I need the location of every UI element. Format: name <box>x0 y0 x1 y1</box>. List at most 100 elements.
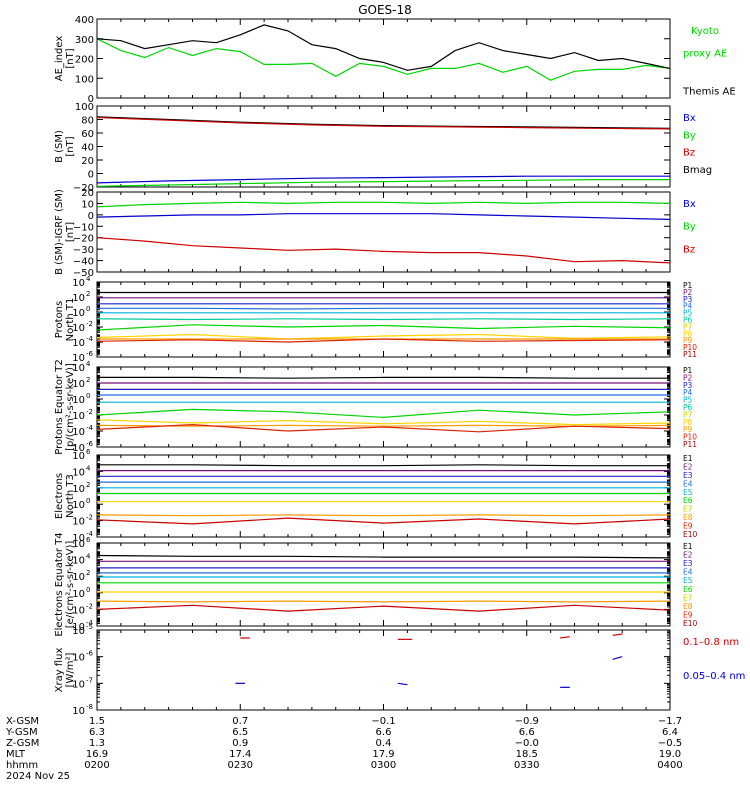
panel-1: 0 100 200 300 400 AE_index[nT] Kyoto proxy AE Th… <box>54 15 736 105</box>
y-tick-label: 10 <box>72 443 85 454</box>
series-segment <box>612 633 623 636</box>
y-tick-label: 10 <box>72 484 85 495</box>
y-tick-label: 10 <box>72 533 85 544</box>
legend-entry: P3 <box>683 381 693 390</box>
footer-tick-value: 6.6 <box>519 727 535 738</box>
y-tick-exponent: -2 <box>86 320 93 328</box>
series-line <box>96 24 671 71</box>
legend-entry: E3 <box>683 471 693 480</box>
legend-entry: P5 <box>683 396 693 405</box>
y-tick-label: 10 <box>72 278 85 289</box>
legend-entry: P11 <box>683 440 697 449</box>
legend-entry: P1 <box>683 281 693 290</box>
y-tick-exponent: -4 <box>86 335 94 343</box>
y-tick-exponent: 4 <box>86 360 91 368</box>
series-line <box>96 517 671 525</box>
y-tick-label: 300 <box>75 35 94 46</box>
y-tick-label: 10 <box>72 467 85 478</box>
y-tick-exponent: 0 <box>86 586 90 594</box>
y-tick-label: 10 <box>72 323 85 334</box>
series-line <box>97 307 670 310</box>
y-tick-exponent: -2 <box>86 602 93 610</box>
y-tick-exponent: -2 <box>86 408 93 416</box>
series-line <box>96 116 671 130</box>
legend-entry: Kyoto <box>691 26 719 37</box>
series-line <box>96 604 671 612</box>
y-tick-label: −40 <box>73 257 94 268</box>
y-tick-label: 10 <box>72 622 85 633</box>
legend-entry: P4 <box>683 388 693 397</box>
y-tick-label: −10 <box>73 222 94 233</box>
y-tick-label: 60 <box>81 129 94 140</box>
y-tick-exponent: -7 <box>86 676 93 684</box>
legend-entry: E8 <box>683 513 693 522</box>
legend-entry: E9 <box>683 522 693 531</box>
y-tick-label: 10 <box>72 427 85 438</box>
legend-entry: E3 <box>683 559 693 568</box>
y-tick-label: 10 <box>72 517 85 528</box>
y-tick-exponent: 6 <box>86 448 91 456</box>
y-tick-label: 10 <box>72 556 85 567</box>
y-tick-exponent: -4 <box>86 619 94 627</box>
y-tick-exponent: 0 <box>86 392 90 400</box>
footer-tick-value: 1.5 <box>89 716 105 727</box>
y-tick-label: 10 <box>72 338 85 349</box>
y-tick-exponent: 0 <box>86 497 90 505</box>
footer-tick-value: 17.9 <box>372 749 394 760</box>
y-tick-exponent: 2 <box>86 290 90 298</box>
legend-entry: P2 <box>683 288 693 297</box>
y-tick-label: 10 <box>72 653 85 664</box>
series-line <box>96 237 671 264</box>
legend-entry: E7 <box>683 593 693 602</box>
footer-tick-value: 0230 <box>228 760 253 771</box>
legend-entry: P9 <box>683 425 693 434</box>
series-line <box>96 554 671 559</box>
legend-entry: Bx <box>683 113 696 124</box>
footer-tick-value: 0300 <box>371 760 396 771</box>
y-axis-label: B (SM)-IGRF (SM)[nT] <box>54 189 76 275</box>
y-tick-label: 10 <box>72 395 85 406</box>
legend-entry: E4 <box>683 479 693 488</box>
footer-tick-value: 19.0 <box>659 749 681 760</box>
y-axis-label: ProtonsNorth T1 <box>54 298 76 342</box>
y-tick-label: 10 <box>72 293 85 304</box>
legend-entry: P8 <box>683 329 693 338</box>
series-segment <box>397 682 408 686</box>
series-line <box>96 213 671 220</box>
footer-tick-value: 0200 <box>84 760 109 771</box>
y-tick-label: 40 <box>81 143 94 154</box>
y-tick-label: 10 <box>72 379 85 390</box>
y-tick-label: 10 <box>72 572 85 583</box>
legend-entry: P10 <box>683 433 697 442</box>
series-line <box>96 408 671 419</box>
footer-tick-value: 1.3 <box>89 738 105 749</box>
y-tick-exponent: -2 <box>86 514 93 522</box>
footer-tick-value: 18.5 <box>516 749 538 760</box>
footer-tick-value: 0.4 <box>376 738 392 749</box>
legend-entry: 0.1–0.8 nm <box>683 637 739 648</box>
y-tick-label: 0 <box>88 170 94 181</box>
footer-tick-value: −0.5 <box>658 738 682 749</box>
footer-tick-value: 0400 <box>657 760 682 771</box>
footer-tick-value: 6.6 <box>376 727 392 738</box>
footer-tick-value: 0330 <box>514 760 539 771</box>
y-tick-label: 10 <box>72 679 85 690</box>
y-tick-exponent: 2 <box>86 569 90 577</box>
y-tick-exponent: -8 <box>86 703 93 711</box>
y-tick-label: 80 <box>81 116 94 127</box>
series-line <box>96 333 671 340</box>
series-segment <box>560 636 570 639</box>
footer-row-label: Z-GSM <box>6 738 39 749</box>
y-tick-exponent: -6 <box>86 650 94 658</box>
legend-entry: E2 <box>683 551 693 560</box>
footer-tick-value: 0.9 <box>232 738 248 749</box>
y-tick-label: 10 <box>72 539 85 550</box>
y-tick-label: 0 <box>88 94 94 105</box>
y-tick-exponent: -4 <box>86 530 94 538</box>
y-axis-label: Electrons Equator T4[e/(cm²-s-sr-keV)] <box>54 532 76 636</box>
